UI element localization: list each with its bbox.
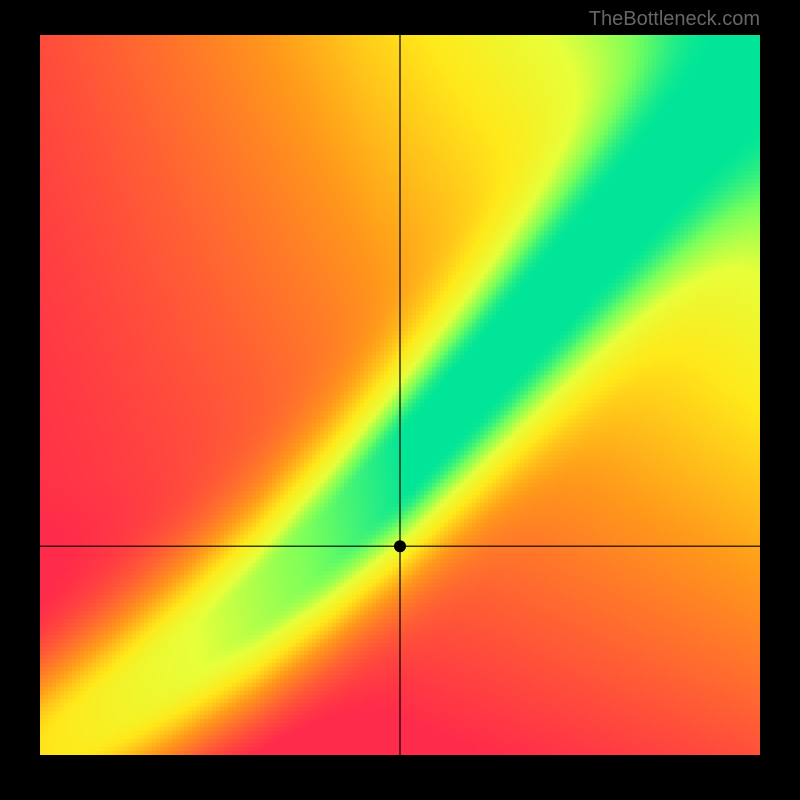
chart-container: TheBottleneck.com	[0, 0, 800, 800]
watermark-text: TheBottleneck.com	[589, 8, 760, 31]
plot-area	[40, 35, 760, 755]
heatmap-canvas	[40, 35, 760, 755]
